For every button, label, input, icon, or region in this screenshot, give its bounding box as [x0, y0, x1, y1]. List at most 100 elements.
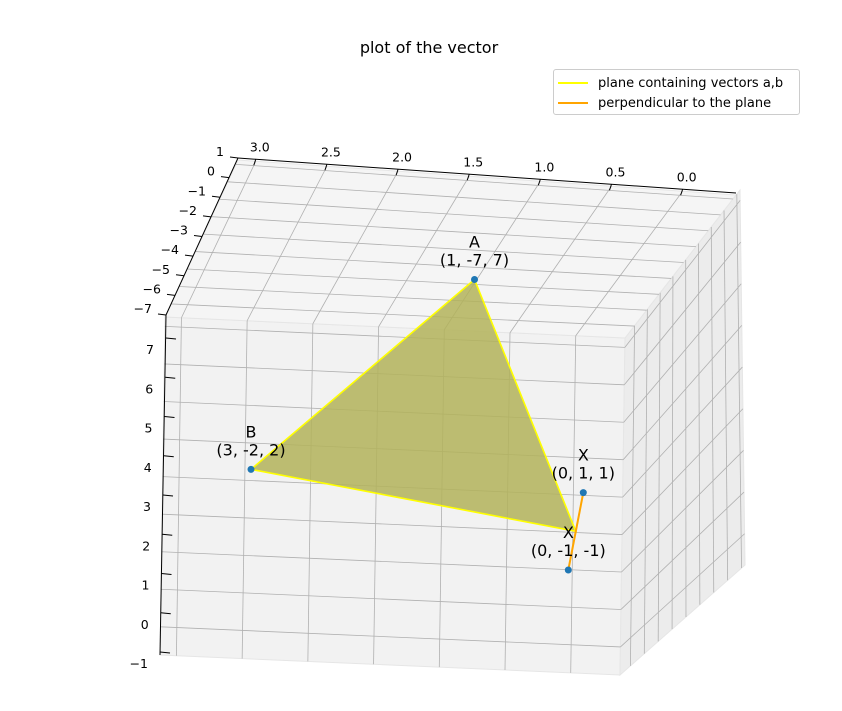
- grid-line-y: [187, 268, 659, 295]
- y-tick-label: −7: [134, 301, 152, 316]
- grid-line-y: [235, 163, 733, 200]
- y-tick-label: 0: [207, 164, 215, 179]
- grid-line-y-side: [736, 194, 742, 569]
- grid-line-x-top: [181, 161, 257, 318]
- grid-line-z: [160, 588, 621, 610]
- grid-line-z-side: [621, 408, 744, 535]
- legend-swatch-perpendicular: [558, 102, 588, 104]
- grid-line-y-side: [710, 226, 715, 593]
- y-tick-label: −4: [161, 242, 179, 257]
- x-axis-line: [237, 157, 737, 194]
- y-tick-label: 1: [216, 144, 224, 159]
- z-tick-label: 5: [145, 421, 153, 436]
- y-tick-label: −2: [179, 203, 197, 218]
- z-tick-mark: [163, 455, 174, 458]
- y-tick-mark: [175, 274, 185, 277]
- point-coords: (0, 1, 1): [552, 464, 615, 483]
- grid-line-z: [162, 513, 623, 535]
- y-tick-label: −3: [170, 223, 188, 238]
- grid-line-z-side: [620, 533, 745, 648]
- grid-line-z: [164, 325, 625, 348]
- z-tick-mark: [164, 416, 175, 418]
- z-tick-label: 4: [144, 460, 152, 475]
- point-name: A: [469, 233, 480, 252]
- y-tick-mark: [202, 215, 212, 218]
- grid-line-z: [161, 551, 622, 573]
- point-marker: [579, 489, 587, 497]
- z-tick-mark: [161, 573, 172, 575]
- legend-item-plane: plane containing vectors a,b: [558, 74, 783, 92]
- grid-line-y: [195, 251, 672, 279]
- perpendicular-line: [567, 492, 585, 571]
- legend-label-plane: plane containing vectors a,b: [598, 75, 784, 91]
- grid-line-x-top: [378, 176, 470, 327]
- point-coords: (3, -2, 2): [216, 440, 285, 459]
- z-tick-mark: [159, 651, 171, 654]
- z-tick-label: 1: [142, 578, 150, 593]
- legend-swatch-plane: [558, 82, 588, 84]
- grid-line-z-side: [623, 241, 742, 386]
- x-tick-label: 1.0: [534, 159, 554, 174]
- y-tick-mark: [229, 156, 239, 159]
- z-tick-label: 7: [146, 342, 154, 357]
- y-tick-mark: [166, 293, 176, 296]
- y-tick-label: −5: [152, 262, 170, 277]
- point-coords: (0, -1, -1): [531, 541, 606, 560]
- grid-line-y: [211, 216, 696, 248]
- z-tick-label: 2: [142, 538, 150, 553]
- y-tick-mark: [157, 313, 167, 316]
- z-tick-mark: [160, 612, 171, 615]
- z-tick-label: −1: [130, 656, 148, 671]
- grid-line-z-side: [623, 283, 742, 423]
- x-tick-label: 0.5: [606, 164, 626, 179]
- x-tick-label: 0.0: [677, 169, 697, 184]
- x-tick-mark: [253, 159, 257, 166]
- point-marker: [471, 276, 478, 283]
- grid-line-y-side: [657, 292, 661, 642]
- grid-line-x: [241, 320, 248, 659]
- grid-line-y: [219, 198, 709, 232]
- legend: plane containing vectors a,b perpendicul…: [553, 69, 800, 115]
- grid-line-z-side: [624, 200, 741, 348]
- grid-line-z-side: [620, 491, 745, 610]
- y-tick-label: −6: [143, 281, 161, 296]
- grid-line-x: [176, 317, 182, 656]
- grid-line-y-side: [630, 325, 635, 666]
- legend-label-perpendicular: perpendicular to the plane: [598, 95, 772, 111]
- point-name: B: [246, 422, 257, 441]
- point-name: X: [578, 446, 589, 465]
- chart-title: plot of the vector: [359, 38, 499, 57]
- y-tick-mark: [184, 254, 194, 257]
- point-coords: (1, -7, 7): [440, 251, 509, 270]
- grid-line-y-side: [723, 210, 729, 581]
- z-tick-label: 0: [141, 617, 149, 632]
- grid-line-x: [307, 323, 314, 662]
- x-tick-label: 2.0: [392, 149, 412, 164]
- point-name: X: [563, 523, 574, 542]
- grid-line-y-side: [671, 276, 674, 630]
- grid-line-y: [227, 181, 721, 216]
- grid-line-x-top: [575, 191, 683, 336]
- grid-line-x: [570, 335, 577, 673]
- x-tick-mark: [609, 184, 612, 191]
- grid-line-x-top: [246, 166, 328, 321]
- x-tick-mark: [466, 174, 470, 181]
- legend-item-perpendicular: perpendicular to the plane: [558, 94, 771, 112]
- x-tick-label: 2.5: [321, 144, 341, 159]
- z-tick-label: 3: [143, 499, 151, 514]
- y-tick-mark: [211, 195, 221, 198]
- z-tick-mark: [165, 337, 177, 340]
- y-tick-label: −1: [188, 183, 206, 198]
- z-tick-label: 6: [145, 381, 153, 396]
- grid-line-x-top: [312, 171, 399, 324]
- grid-line-z-side: [622, 325, 743, 460]
- grid-line-y: [171, 303, 635, 327]
- grid-line-y: [203, 233, 684, 263]
- grid-line-x-top: [509, 186, 612, 333]
- y-tick-mark: [220, 176, 230, 179]
- point-marker: [564, 566, 572, 574]
- grid-line-z-side: [622, 366, 743, 498]
- x-tick-mark: [537, 179, 541, 186]
- grid-line-y: [179, 286, 647, 311]
- x-tick-label: 3.0: [250, 139, 270, 154]
